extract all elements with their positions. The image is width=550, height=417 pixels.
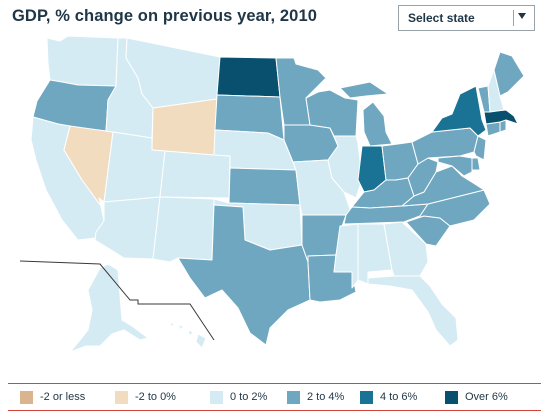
state-MI[interactable] xyxy=(339,81,393,147)
state-WA[interactable] xyxy=(46,35,119,87)
state-ND[interactable] xyxy=(216,56,281,98)
legend-label: Over 6% xyxy=(465,391,508,403)
legend-label: 0 to 2% xyxy=(230,391,268,403)
legend-label: -2 to 0% xyxy=(135,391,176,403)
legend-bottom-rule xyxy=(8,410,541,411)
chevron-down-icon[interactable] xyxy=(518,13,526,19)
legend-swatch xyxy=(287,391,300,404)
legend: -2 or less -2 to 0% 0 to 2% 2 to 4% 4 to 6% O… xyxy=(0,385,550,409)
state-IL[interactable] xyxy=(327,135,363,199)
legend-label: 4 to 6% xyxy=(380,391,418,403)
state-CO[interactable] xyxy=(159,150,231,199)
state-NJ[interactable] xyxy=(473,135,487,161)
state-NM[interactable] xyxy=(152,196,215,263)
state-MA[interactable] xyxy=(483,109,519,125)
state-GA[interactable] xyxy=(383,221,429,277)
state-NC[interactable] xyxy=(403,189,491,227)
state-MD[interactable] xyxy=(437,155,473,177)
legend-swatch xyxy=(445,391,458,404)
us-map xyxy=(19,35,525,353)
legend-swatch xyxy=(210,391,223,404)
state-TX[interactable] xyxy=(177,204,311,346)
state-MN[interactable] xyxy=(275,57,327,126)
state-IA[interactable] xyxy=(283,124,339,163)
legend-swatch xyxy=(115,391,128,404)
legend-label: -2 or less xyxy=(40,391,86,403)
legend-swatch xyxy=(360,391,373,404)
state-select-label: Select state xyxy=(408,11,475,25)
inset-divider xyxy=(19,260,215,341)
state-FL[interactable] xyxy=(367,275,459,347)
state-NH[interactable] xyxy=(487,69,505,113)
state-AZ[interactable] xyxy=(94,196,161,260)
legend-top-rule xyxy=(8,383,541,384)
state-HI[interactable] xyxy=(169,321,207,349)
legend-label: 2 to 4% xyxy=(307,391,345,403)
state-AK[interactable] xyxy=(69,263,149,353)
state-select[interactable]: Select state xyxy=(398,5,535,31)
state-WY[interactable] xyxy=(151,98,218,156)
page-title: GDP, % change on previous year, 2010 xyxy=(12,7,318,25)
select-divider xyxy=(513,10,514,26)
state-NY[interactable] xyxy=(431,85,487,137)
state-ME[interactable] xyxy=(493,51,525,97)
legend-swatch xyxy=(20,391,33,404)
state-DE[interactable] xyxy=(471,157,481,171)
state-KS[interactable] xyxy=(228,167,301,206)
